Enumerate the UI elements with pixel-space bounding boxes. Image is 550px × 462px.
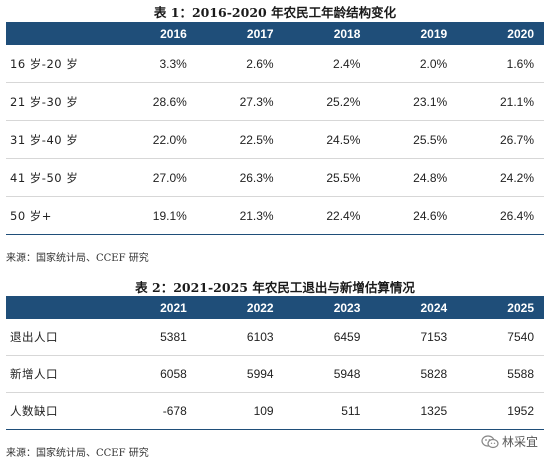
table2-header-cell: 2022 [196, 296, 284, 319]
table-cell: 19.1% [110, 196, 197, 235]
table-cell: 1325 [370, 392, 458, 430]
table-cell: 21.1% [457, 82, 544, 121]
table-cell: 511 [283, 392, 371, 430]
table1-header-cell: 2017 [196, 22, 284, 45]
table1-source: 来源：国家统计局、CCEF 研究 [6, 253, 149, 264]
table-cell: 2.4% [283, 45, 371, 83]
table-row: 人数缺口 -678 109 511 1325 1952 [6, 392, 544, 430]
table-cell: 1952 [457, 392, 544, 430]
table2-header-cell: 2024 [370, 296, 458, 319]
table-cell: 24.2% [457, 158, 544, 197]
table-row: 退出人口 5381 6103 6459 7153 7540 [6, 319, 544, 356]
table-row: 31 岁-40 岁 22.0% 22.5% 24.5% 25.5% 26.7% [6, 120, 544, 159]
table-cell: 6459 [283, 319, 371, 356]
wechat-icon [481, 434, 499, 449]
table-cell: 27.0% [110, 158, 197, 197]
table2-header-cell: 2023 [283, 296, 371, 319]
table-cell: 22.0% [110, 120, 197, 159]
table-cell: 24.6% [370, 196, 458, 235]
table1-header-row: 2016 2017 2018 2019 2020 [6, 22, 544, 45]
table-row: 41 岁-50 岁 27.0% 26.3% 25.5% 24.8% 24.2% [6, 158, 544, 197]
table-cell: 1.6% [457, 45, 544, 83]
table1-header-cell: 2018 [283, 22, 371, 45]
table-cell: 23.1% [370, 82, 458, 121]
table-cell: 6058 [110, 355, 197, 393]
table2-header-cell: 2021 [110, 296, 197, 319]
table-row: 16 岁-20 岁 3.3% 2.6% 2.4% 2.0% 1.6% [6, 45, 544, 83]
table-cell: 2.6% [196, 45, 284, 83]
table-cell: 25.5% [283, 158, 371, 197]
table-cell: 22.4% [283, 196, 371, 235]
row-label: 21 岁-30 岁 [6, 82, 110, 121]
row-label: 41 岁-50 岁 [6, 158, 110, 197]
table-cell: 5828 [370, 355, 458, 393]
table2-header-cell [6, 296, 110, 319]
table-cell: 26.7% [457, 120, 544, 159]
watermark: 林采宜 [481, 433, 538, 450]
row-label: 人数缺口 [6, 392, 110, 430]
table-cell: 5588 [457, 355, 544, 393]
table-cell: 5948 [283, 355, 371, 393]
table-cell: 5381 [110, 319, 197, 356]
table-cell: 25.2% [283, 82, 371, 121]
table-row: 50 岁+ 19.1% 21.3% 22.4% 24.6% 26.4% [6, 196, 544, 235]
table-cell: 28.6% [110, 82, 197, 121]
table2-header-cell: 2025 [457, 296, 544, 319]
table-cell: 25.5% [370, 120, 458, 159]
table1-title: 表 1：2016-2020 年农民工年龄结构变化 [153, 5, 397, 20]
row-label: 新增人口 [6, 355, 110, 393]
table-cell: 24.8% [370, 158, 458, 197]
table-cell: 24.5% [283, 120, 371, 159]
table-row: 21 岁-30 岁 28.6% 27.3% 25.2% 23.1% 21.1% [6, 82, 544, 121]
table-cell: 27.3% [196, 82, 284, 121]
table-cell: 5994 [196, 355, 284, 393]
table-cell: 7540 [457, 319, 544, 356]
row-label: 50 岁+ [6, 196, 110, 235]
table-cell: 26.4% [457, 196, 544, 235]
table-cell: -678 [110, 392, 197, 430]
table1-header-cell: 2016 [110, 22, 197, 45]
row-label: 退出人口 [6, 319, 110, 356]
table2-title: 表 2：2021-2025 年农民工退出与新增估算情况 [135, 280, 415, 295]
table-cell: 7153 [370, 319, 458, 356]
table-cell: 26.3% [196, 158, 284, 197]
row-label: 31 岁-40 岁 [6, 120, 110, 159]
table-row: 新增人口 6058 5994 5948 5828 5588 [6, 355, 544, 393]
table-cell: 22.5% [196, 120, 284, 159]
table1-header-cell: 2020 [457, 22, 544, 45]
watermark-text: 林采宜 [501, 435, 538, 449]
table2: 2021 2022 2023 2024 2025 退出人口 5381 6103 … [6, 296, 544, 430]
row-label: 16 岁-20 岁 [6, 45, 110, 83]
table1: 2016 2017 2018 2019 2020 16 岁-20 岁 3.3% … [6, 22, 544, 235]
table-cell: 2.0% [370, 45, 458, 83]
table-cell: 109 [196, 392, 284, 430]
table-cell: 6103 [196, 319, 284, 356]
table-cell: 3.3% [110, 45, 197, 83]
table1-header-cell: 2019 [370, 22, 458, 45]
table1-header-cell [6, 22, 110, 45]
table-cell: 21.3% [196, 196, 284, 235]
table2-source: 来源：国家统计局、CCEF 研究 [6, 448, 149, 459]
table2-header-row: 2021 2022 2023 2024 2025 [6, 296, 544, 319]
